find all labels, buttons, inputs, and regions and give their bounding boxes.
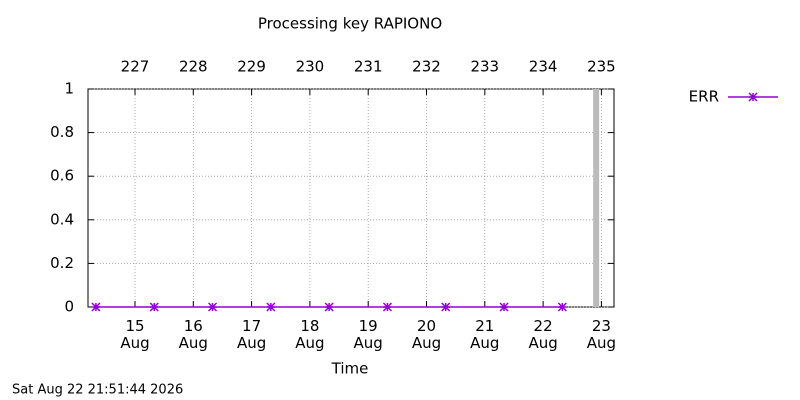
x-tick-label: 20 Aug	[411, 317, 442, 352]
y-tick-label: 0	[64, 298, 74, 316]
point	[324, 302, 334, 312]
x2-tick-label: 229	[237, 58, 266, 76]
y-tick-label: 1	[64, 80, 74, 98]
plot-frame	[87, 88, 615, 308]
chart-title: Processing key RAPIONO	[258, 15, 442, 33]
x-tick-label: 19 Aug	[353, 317, 383, 352]
point	[557, 302, 567, 312]
x-tick-label: 16 Aug	[178, 317, 208, 352]
point	[266, 302, 276, 312]
x-tick-label: 23 Aug	[586, 317, 617, 352]
x-tick-label: 21 Aug	[470, 317, 500, 352]
x-tick-label: 17 Aug	[236, 317, 267, 352]
x2-tick-label: 231	[354, 58, 383, 76]
point	[208, 302, 218, 312]
x2-tick-label: 234	[529, 58, 558, 76]
point	[441, 302, 451, 312]
point	[149, 302, 159, 312]
y-tick-label: 0.8	[50, 123, 74, 141]
x-tick-label: 15 Aug	[120, 317, 150, 352]
timestamp: Sat Aug 22 21:51:44 2026	[12, 383, 183, 398]
now-marker	[593, 89, 600, 307]
point	[382, 302, 392, 312]
x2-tick-label: 233	[470, 58, 499, 76]
x2-tick-label: 230	[296, 58, 325, 76]
point	[499, 302, 509, 312]
x2-tick-label: 235	[587, 58, 616, 76]
legend-label: ERR	[689, 88, 719, 106]
x2-tick-label: 227	[121, 58, 150, 76]
x2-tick-label: 228	[179, 58, 208, 76]
x-tick-label: 22 Aug	[528, 317, 558, 352]
point	[91, 302, 101, 312]
y-tick-label: 0.2	[50, 254, 74, 272]
y-tick-label: 0.6	[50, 167, 74, 185]
legend-marker	[748, 92, 758, 102]
x-tick-label: 18 Aug	[295, 317, 325, 352]
x-axis-label: Time	[331, 360, 369, 378]
y-tick-label: 0.4	[50, 210, 74, 228]
x2-tick-label: 232	[412, 58, 441, 76]
